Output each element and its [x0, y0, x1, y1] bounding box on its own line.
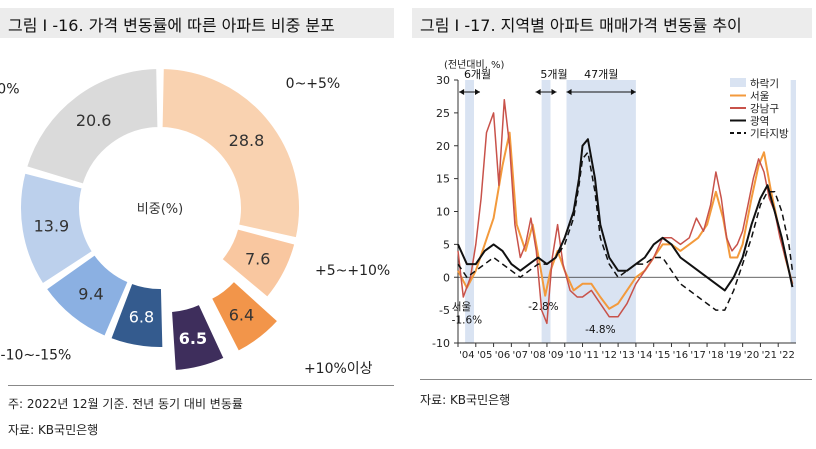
donut-slice — [19, 171, 95, 286]
x-tick-label: '10 — [566, 350, 581, 360]
right-source: 자료: KB국민은행 — [420, 393, 511, 407]
right-figure-title: 그림 I -17. 지역별 아파트 매매가격 변동률 추이 — [420, 16, 742, 35]
x-tick-label: '17 — [690, 350, 705, 360]
donut-center-label: 비중(%) — [137, 202, 183, 217]
x-tick-label: '18 — [708, 350, 723, 360]
period-arrow-head — [535, 89, 541, 95]
legend-label: 하락기 — [750, 77, 779, 90]
period-arrow-head — [475, 89, 481, 95]
x-tick-label: '04 — [459, 350, 474, 360]
donut-value-label: 7.6 — [245, 250, 270, 269]
donut-slice — [160, 67, 301, 240]
x-tick-label: '09 — [548, 350, 563, 360]
data-annotation: 서울 — [452, 301, 472, 313]
donut-category-label: +5~+10% — [315, 263, 390, 279]
legend-swatch — [730, 78, 746, 87]
left-note: 주: 2022년 12월 기준. 전년 동기 대비 변동률 — [8, 397, 243, 411]
x-tick-label: '19 — [726, 350, 741, 360]
recession-band — [465, 80, 475, 343]
donut-slice — [169, 302, 226, 373]
donut-slice — [209, 279, 280, 354]
donut-value-label: 6.5 — [179, 329, 207, 348]
donut-category-label: -10~-15% — [1, 347, 72, 363]
recession-band — [790, 80, 796, 343]
donut-category-label: 0~+5% — [286, 76, 341, 92]
y-tick-label: -10 — [432, 337, 450, 350]
x-tick-label: '12 — [601, 350, 616, 360]
x-tick-label: '22 — [779, 350, 794, 360]
series-line — [457, 131, 794, 310]
data-annotation: -1.6% — [452, 314, 482, 326]
donut-slice — [219, 227, 297, 300]
right-title-bar: 그림 I -17. 지역별 아파트 매매가격 변동률 추이 — [412, 8, 812, 38]
donut-category-label: +10%이상 — [304, 361, 373, 377]
donut-category-label: -5~0% — [0, 81, 20, 97]
donut-value-label: 28.8 — [229, 131, 265, 150]
x-tick-label: '06 — [495, 350, 510, 360]
data-annotation: -4.8% — [585, 324, 615, 336]
period-arrow-head — [630, 89, 636, 95]
period-label: 47개월 — [584, 68, 618, 81]
x-tick-label: '05 — [477, 350, 492, 360]
x-tick-label: '08 — [530, 350, 545, 360]
donut-value-label: 6.4 — [229, 305, 254, 324]
period-label: 5개월 — [540, 68, 567, 81]
legend-label: 기타지방 — [750, 128, 789, 140]
y-tick-label: 30 — [436, 74, 450, 87]
donut-slice — [44, 252, 130, 339]
donut-chart: 비중(%)28.80~+5%7.6+5~+10%6.4+10%이상6.5-20%… — [0, 67, 390, 380]
left-figure-title: 그림 I -16. 가격 변동률에 따른 아파트 비중 분포 — [8, 16, 335, 35]
period-label: 6개월 — [464, 68, 491, 81]
x-tick-label: '15 — [655, 350, 670, 360]
y-tick-label: 10 — [436, 206, 450, 219]
donut-value-label: 20.6 — [76, 111, 112, 130]
left-title-bar: 그림 I -16. 가격 변동률에 따른 아파트 비중 분포 — [0, 8, 394, 38]
y-tick-label: 5 — [443, 238, 450, 251]
series-line — [457, 151, 794, 311]
y-tick-label: 25 — [436, 107, 450, 120]
period-arrow-head — [459, 89, 465, 95]
y-tick-label: -5 — [439, 304, 450, 317]
x-tick-label: '14 — [637, 350, 652, 360]
x-tick-label: '07 — [513, 350, 528, 360]
right-divider — [420, 379, 812, 380]
legend-label: 광역 — [750, 116, 769, 128]
recession-band — [566, 80, 636, 343]
legend-label: 서울 — [750, 91, 770, 103]
y-tick-label: 0 — [443, 271, 450, 284]
x-tick-label: '20 — [744, 350, 759, 360]
series-line — [457, 138, 794, 292]
donut-slice — [108, 281, 165, 349]
donut-category-label: -20~-15% — [91, 379, 162, 380]
data-annotation: -2.8% — [528, 301, 558, 313]
donut-value-label: 13.9 — [34, 217, 70, 236]
donut-slice — [24, 67, 160, 186]
x-tick-label: '13 — [619, 350, 634, 360]
donut-value-label: 6.8 — [129, 307, 154, 326]
x-tick-label: '21 — [762, 350, 777, 360]
series-line — [457, 98, 794, 325]
recession-band — [541, 80, 551, 343]
x-tick-label: '16 — [673, 350, 688, 360]
y-tick-label: 15 — [436, 173, 450, 186]
left-divider — [8, 385, 394, 386]
donut-value-label: 9.4 — [78, 285, 103, 304]
period-arrow-head — [566, 89, 572, 95]
y-axis-unit: (전년대비, %) — [444, 59, 505, 71]
legend-label: 강남구 — [750, 103, 779, 115]
period-arrow-head — [551, 89, 557, 95]
x-tick-label: '11 — [584, 350, 599, 360]
y-tick-label: 20 — [436, 140, 450, 153]
left-source: 자료: KB국민은행 — [8, 423, 99, 437]
